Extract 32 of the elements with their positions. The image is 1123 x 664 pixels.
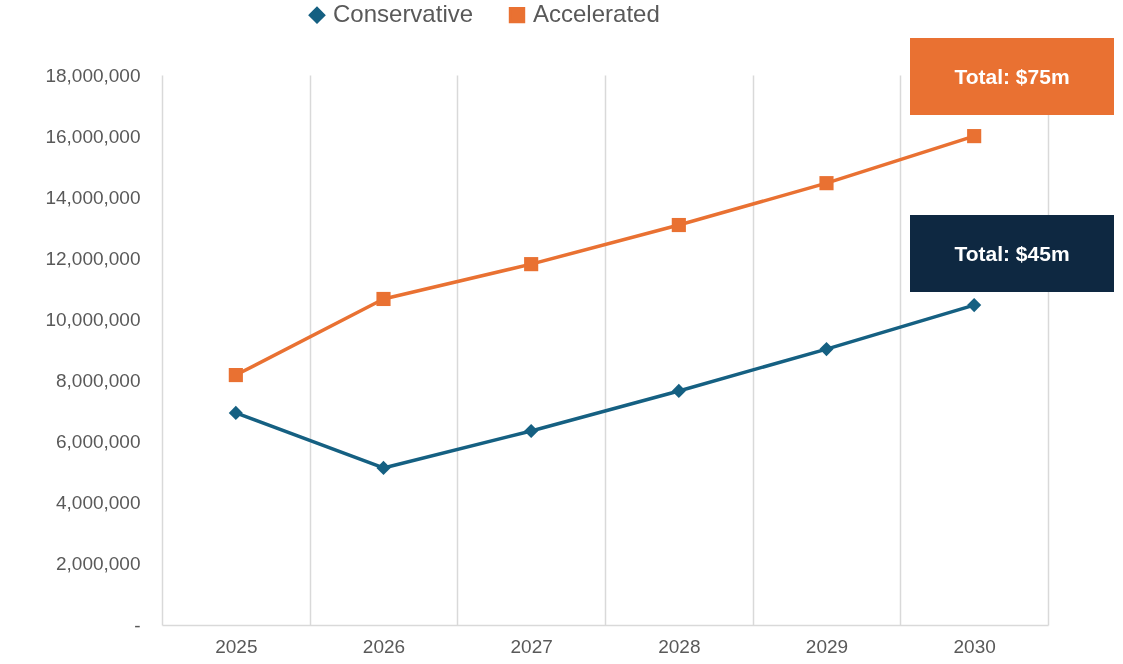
x-tick-label: 2029 [805,635,849,657]
x-tick-label: 2028 [658,635,701,657]
point [228,367,243,383]
y-tick-label: - [134,614,141,636]
y-tick-label: 4,000,000 [55,492,141,514]
x-tick-label: 2025 [215,635,258,657]
y-tick-label: 14,000,000 [45,186,141,208]
point [967,129,982,144]
point [819,342,834,357]
y-tick-label: 8,000,000 [55,370,141,392]
point [376,291,391,307]
x-tick-label: 2030 [953,635,996,657]
y-tick-label: 16,000,000 [45,125,141,147]
callout-box: Total: $75m [910,38,1114,115]
y-tick-label: 12,000,000 [45,247,141,269]
legend-label: Conservative [333,0,474,28]
callout-box: Total: $45m [910,215,1114,292]
point [967,298,982,313]
point [524,423,539,439]
point [671,217,686,233]
point [819,176,834,191]
y-tick-label: 6,000,000 [55,431,141,453]
point [671,383,686,399]
point [376,460,391,476]
y-tick-label: 2,000,000 [55,553,141,575]
point [228,405,243,421]
y-tick-label: 10,000,000 [45,308,141,330]
x-tick-label: 2027 [510,635,553,657]
y-tick-label: 18,000,000 [45,64,141,86]
x-tick-label: 2026 [362,635,406,657]
legend-label: Accelerated [533,0,660,28]
point [524,257,539,272]
